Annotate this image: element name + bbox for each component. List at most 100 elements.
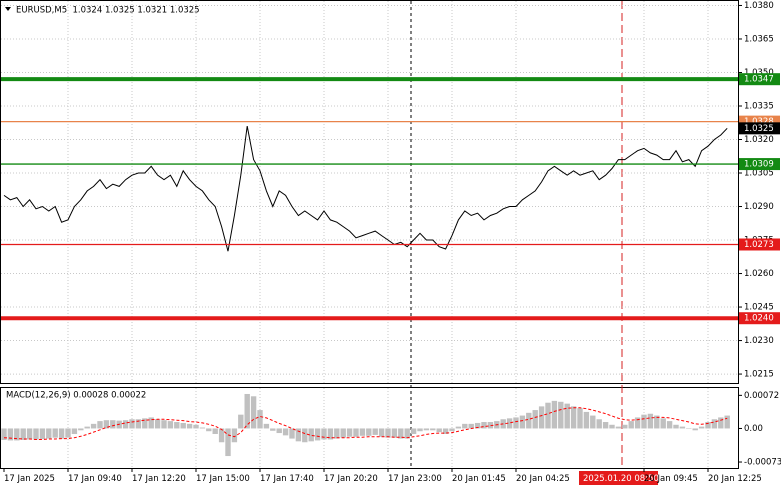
histogram-bar [615, 426, 622, 429]
histogram-bar [634, 417, 641, 429]
histogram-bar [538, 406, 545, 429]
x-tick-label: 17 Jan 15:00 [196, 474, 250, 484]
histogram-bar [417, 428, 423, 432]
histogram-bar [84, 426, 90, 429]
histogram-bar [321, 428, 327, 440]
histogram-bar [679, 426, 686, 429]
level-label: 1.0273 [744, 240, 774, 250]
y-tick-label: 1.0215 [744, 370, 774, 380]
y-tick-label: 1.0320 [744, 135, 774, 145]
histogram-bar [705, 422, 711, 429]
x-tick-label: 17 Jan 23:00 [388, 474, 442, 484]
series-line [3, 407, 728, 440]
histogram-bar [7, 428, 14, 441]
histogram-bar [142, 418, 148, 429]
histogram-bar [65, 428, 71, 438]
histogram-bar [302, 428, 308, 443]
histogram-bar [212, 428, 218, 434]
histogram-bar [327, 428, 334, 440]
y-tick-label: 1.0380 [744, 1, 774, 11]
histogram-bar [654, 415, 660, 429]
histogram-bar [590, 415, 596, 429]
y-tick-label: -0.00073 [744, 458, 781, 468]
histogram-bar [334, 428, 340, 439]
histogram-bar [628, 421, 634, 429]
series-line [3, 126, 728, 252]
crosshair-label: 2025.01.20 08:50 [583, 474, 659, 484]
histogram-bar [193, 424, 199, 429]
histogram-bar [686, 428, 692, 429]
level-label: 1.0347 [744, 75, 774, 85]
last-price-box [739, 122, 780, 135]
histogram-bar [487, 422, 494, 429]
histogram-bar [26, 428, 33, 440]
level-label: 1.0328 [744, 117, 774, 127]
histogram-bar [609, 424, 615, 429]
y-tick-label: 1.0365 [744, 34, 774, 44]
histogram-bar [71, 428, 78, 434]
histogram-bar [52, 428, 58, 438]
histogram-bar [257, 410, 263, 429]
x-tick-label: 20 Jan 12:25 [708, 474, 762, 484]
histogram-bar [660, 418, 666, 429]
histogram-bar [238, 414, 244, 429]
histogram-bar [583, 411, 590, 429]
histogram-bar [78, 428, 84, 431]
x-tick-label: 20 Jan 01:45 [452, 474, 506, 484]
histogram-bar [641, 414, 647, 429]
histogram-bar [359, 428, 366, 436]
histogram-bar [58, 428, 65, 439]
histogram-bar [564, 403, 570, 429]
histogram-bar [154, 419, 161, 429]
histogram-bar [410, 428, 417, 434]
y-tick-label: 1.0245 [744, 303, 774, 313]
level-label: 1.0309 [744, 160, 774, 170]
chart-title: EURUSD,M5 1.0324 1.0325 1.0321 1.0325 [16, 6, 200, 16]
histogram-bar [481, 422, 487, 429]
histogram-bar [353, 428, 359, 437]
menu-arrow [5, 7, 11, 11]
x-tick-label: 20 Jan 04:25 [516, 474, 570, 484]
histogram-bar [526, 412, 532, 429]
histogram-bar [218, 428, 225, 443]
histogram-bar [378, 428, 385, 437]
histogram-bar [14, 428, 20, 441]
y-tick-label: 1.0335 [744, 101, 774, 111]
histogram-bar [314, 428, 321, 441]
histogram-bar [206, 428, 212, 432]
histogram-bar [174, 422, 180, 429]
histogram-bar [282, 428, 289, 436]
histogram-bar [436, 428, 442, 433]
histogram-bar [135, 419, 142, 429]
histogram-bar [90, 423, 97, 429]
histogram-bar [1, 428, 7, 440]
histogram-bar [462, 423, 468, 429]
y-tick-label: 1.0230 [744, 336, 774, 346]
y-tick-label: 1.0260 [744, 269, 774, 279]
histogram-bar [33, 428, 39, 440]
histogram-bar [148, 417, 154, 429]
histogram-bar [103, 420, 110, 429]
histogram-bar [340, 428, 346, 438]
histogram-bar [724, 415, 730, 429]
histogram-bar [276, 428, 282, 434]
histogram-bar [545, 402, 551, 429]
histogram-bar [244, 393, 250, 429]
histogram-bar [430, 428, 436, 431]
histogram-bar [398, 428, 404, 439]
histogram-bar [622, 424, 628, 429]
histogram-bar [110, 420, 116, 429]
histogram-bar [455, 426, 462, 429]
histogram-bar [673, 424, 679, 429]
histogram-bar [270, 428, 276, 431]
level-label-box [739, 238, 780, 251]
histogram-bar [558, 401, 564, 429]
histogram-bar [385, 428, 391, 438]
histogram-bar [199, 427, 206, 429]
x-tick-label: 17 Jan 12:20 [132, 474, 186, 484]
last-price-label: 1.0325 [744, 124, 774, 134]
level-label-box [739, 312, 780, 325]
histogram-bar [20, 428, 26, 440]
x-tick-label: 20 Jan 09:45 [644, 474, 698, 484]
